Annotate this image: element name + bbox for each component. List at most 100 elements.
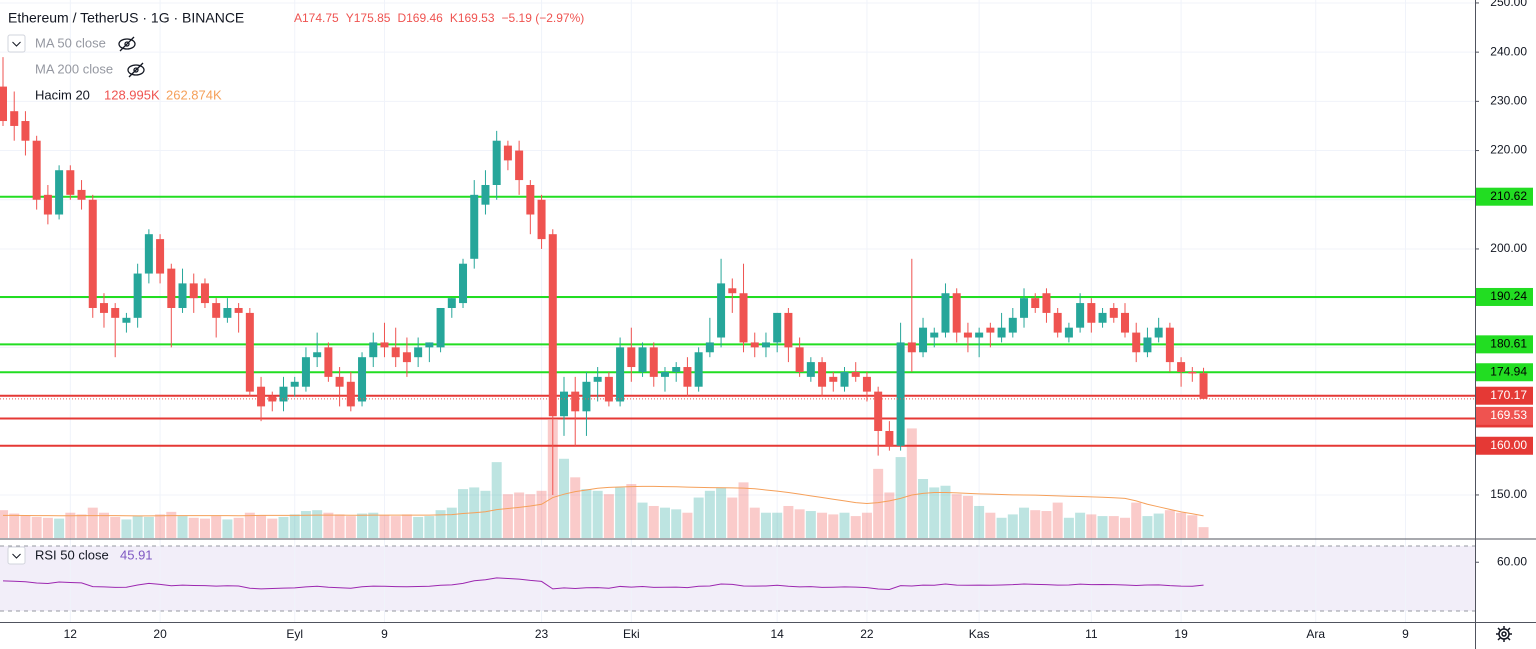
- volume-bar: [289, 514, 300, 538]
- volume-value: 128.995K: [104, 87, 160, 102]
- settings-icon[interactable]: [1496, 626, 1512, 642]
- x-tick-label: 9: [1402, 627, 1409, 641]
- candle-body: [425, 342, 434, 348]
- x-tick-label: 11: [1085, 627, 1098, 641]
- candle-body: [414, 347, 423, 358]
- candle-body: [627, 347, 636, 368]
- volume-bar: [87, 507, 98, 538]
- candle-body: [705, 342, 714, 353]
- level-label: 170.17: [1490, 388, 1527, 402]
- volume-bar: [155, 514, 166, 538]
- volume-bar: [996, 517, 1007, 538]
- eye-off-icon[interactable]: [118, 36, 136, 52]
- volume-bar: [850, 516, 861, 538]
- candle-body: [492, 140, 501, 185]
- level-label: 160.00: [1490, 438, 1527, 452]
- indicator-label: MA 200 close: [35, 61, 113, 76]
- candle-body: [638, 347, 647, 372]
- y-tick-label: 150.00: [1490, 487, 1527, 501]
- rsi-line: [2, 577, 1204, 591]
- volume-bar: [188, 517, 199, 538]
- candle-body: [111, 307, 120, 318]
- candle-body: [245, 312, 254, 392]
- volume-bar: [121, 519, 132, 538]
- candle-body: [481, 184, 490, 205]
- level-label-box: [1476, 287, 1533, 306]
- level-label: 210.62: [1490, 189, 1527, 203]
- volume-bar: [110, 516, 121, 538]
- volume-bar: [1075, 512, 1086, 538]
- candle-body: [178, 283, 187, 308]
- candle-body: [986, 327, 995, 333]
- candle-body: [851, 371, 860, 377]
- candle-body: [32, 140, 41, 200]
- candle-body: [223, 307, 232, 318]
- y-tick-label: 240.00: [1490, 44, 1527, 58]
- level-label: 180.61: [1490, 337, 1527, 351]
- volume-bar: [682, 512, 693, 538]
- candle-body: [806, 362, 815, 377]
- volume-bar: [1142, 516, 1153, 538]
- volume-bar: [962, 495, 973, 538]
- chevron-icon: [12, 41, 21, 47]
- level-label: 174.94: [1490, 364, 1527, 378]
- candle-body: [660, 371, 669, 377]
- volume-bar: [211, 516, 222, 538]
- volume-bar: [166, 511, 177, 538]
- volume-bar: [233, 517, 244, 538]
- volume-bar: [143, 516, 154, 538]
- volume-bar: [716, 487, 727, 538]
- volume-bar: [76, 514, 87, 538]
- volume-bar: [951, 494, 962, 538]
- candle-body: [436, 307, 445, 348]
- candle-body: [616, 347, 625, 402]
- volume-bar: [1108, 516, 1119, 538]
- volume-bar: [895, 457, 906, 538]
- candle-body: [649, 347, 658, 377]
- candle-body: [604, 376, 613, 402]
- candle-body: [818, 362, 827, 387]
- volume-bar: [1176, 512, 1187, 538]
- volume-bar: [839, 512, 850, 538]
- volume-bar: [873, 468, 884, 538]
- collapse-button[interactable]: [7, 546, 26, 565]
- candle-body: [761, 342, 770, 348]
- candle-body: [952, 293, 961, 333]
- indicator-label: Hacim 20: [35, 87, 90, 102]
- volume-bar: [772, 512, 783, 538]
- x-tick-label: 20: [153, 627, 167, 641]
- candle-body: [1020, 298, 1029, 318]
- indicator-label: MA 50 close: [35, 35, 106, 50]
- candle-body: [144, 234, 153, 274]
- volume-bar: [20, 515, 31, 538]
- volume-bar: [435, 510, 446, 538]
- volume-bar: [312, 510, 323, 538]
- indicator-label: RSI 50 close: [35, 547, 109, 562]
- volume-bar: [738, 482, 749, 538]
- candle-body: [380, 342, 389, 348]
- level-label-box: [1476, 386, 1533, 405]
- candle-body: [66, 170, 75, 195]
- volume-bar: [525, 494, 536, 538]
- volume-bar: [581, 489, 592, 538]
- eye-off-icon[interactable]: [127, 62, 145, 78]
- level-label-box: [1476, 436, 1533, 455]
- volume-bar: [177, 516, 188, 538]
- collapse-button[interactable]: [7, 34, 26, 53]
- volume-bar: [570, 477, 581, 538]
- candle-body: [212, 303, 221, 318]
- volume-bar: [1153, 513, 1164, 538]
- last-price-box: [1476, 406, 1533, 425]
- volume-bar: [940, 485, 951, 538]
- candle-body: [1064, 327, 1073, 338]
- candle-body: [503, 145, 512, 161]
- candle-body: [1165, 327, 1174, 363]
- last-price-label: 169.53: [1490, 408, 1527, 422]
- candle-body: [526, 184, 535, 215]
- ohlc-value: −5.19 (−2.97%): [502, 11, 585, 25]
- x-tick-label: Eki: [623, 627, 640, 641]
- x-tick-label: Kas: [969, 627, 990, 641]
- rsi-value: 45.91: [120, 547, 153, 562]
- volume-bar: [222, 519, 233, 538]
- candle-body: [346, 381, 355, 407]
